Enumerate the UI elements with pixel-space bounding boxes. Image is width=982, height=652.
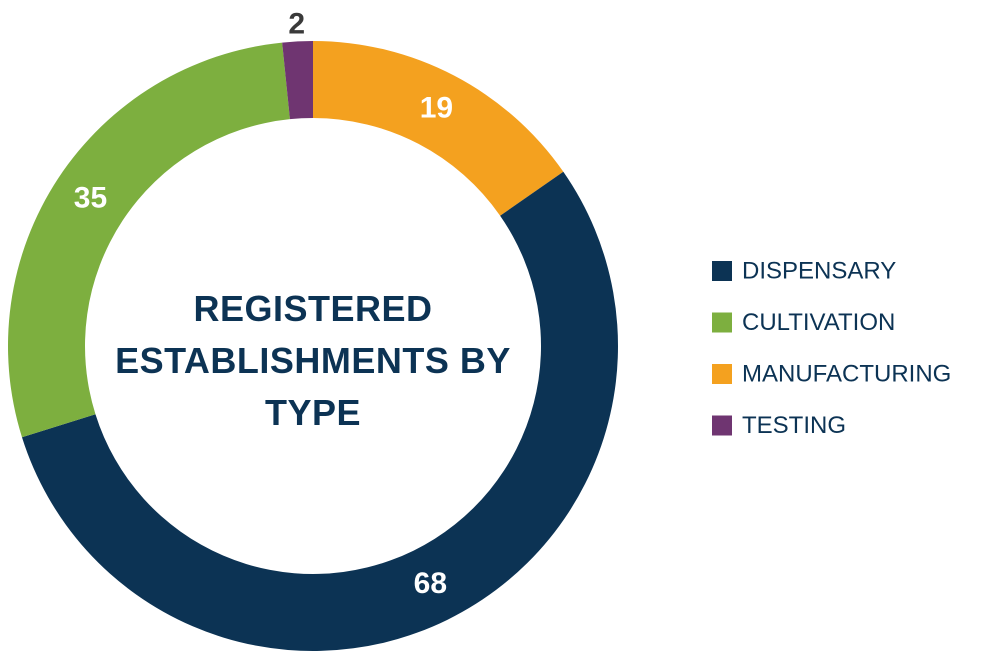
donut-slice [21, 171, 619, 652]
slice-label: 68 [414, 567, 447, 600]
legend-swatch [712, 415, 732, 436]
chart-title: REGISTERED ESTABLISHMENTS BY TYPE [115, 288, 511, 433]
donut-slice [8, 42, 290, 438]
slice-label: 2 [288, 7, 305, 40]
donut-slice [313, 41, 564, 216]
legend-label: CULTIVATION [742, 309, 895, 336]
legend-label: MANUFACTURING [742, 360, 951, 387]
legend-label: DISPENSARY [742, 257, 896, 284]
slice-label: 35 [74, 181, 107, 214]
legend-swatch [712, 364, 732, 384]
donut-slice [282, 41, 313, 120]
slice-label: 19 [420, 92, 453, 125]
legend-swatch [712, 312, 732, 333]
legend-label: TESTING [742, 412, 846, 439]
legend-swatch [712, 261, 732, 281]
